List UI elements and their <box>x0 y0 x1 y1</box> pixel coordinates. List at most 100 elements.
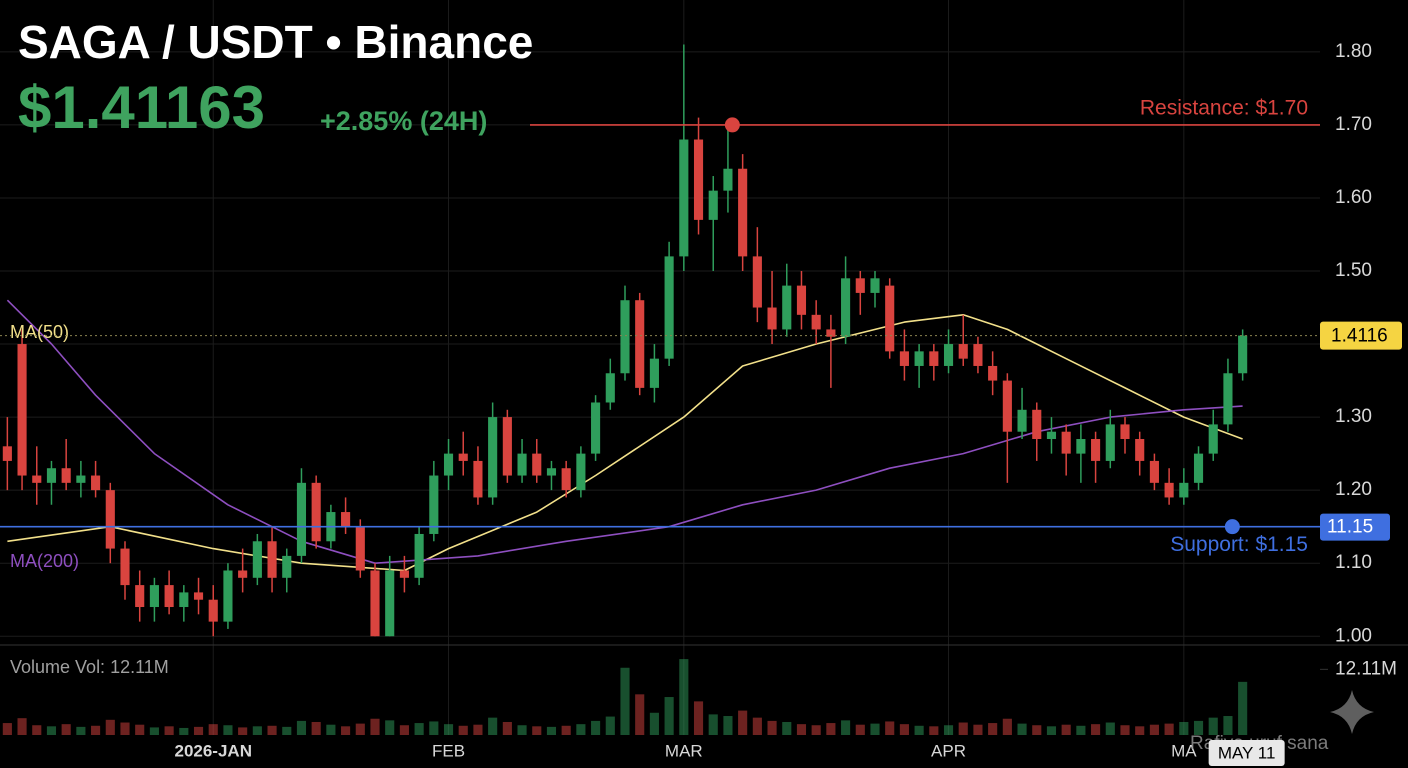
price-change: +2.85% (24H) <box>320 106 487 136</box>
candle-body <box>149 585 159 608</box>
volume-bar <box>649 712 659 735</box>
volume-bar <box>76 726 86 735</box>
cursor-tag <box>1208 740 1285 766</box>
candle-body <box>1238 335 1248 374</box>
candle-body <box>311 482 321 542</box>
volume-bar <box>91 725 101 735</box>
candle-body <box>355 526 365 571</box>
volume-bar <box>517 725 527 735</box>
volume-bar <box>1164 723 1174 735</box>
volume-bar <box>1135 726 1145 735</box>
candle-body <box>679 139 689 257</box>
level-label: Support: $1.15 <box>1170 533 1308 556</box>
candle-body <box>414 533 424 578</box>
volume-bar <box>679 659 689 735</box>
volume-bar <box>164 726 174 735</box>
candle-body <box>17 344 27 476</box>
volume-bar <box>943 725 954 735</box>
candle-body <box>208 599 218 622</box>
level-label: Resistance: $1.70 <box>1140 96 1308 119</box>
volume-bar <box>179 727 189 735</box>
candle-body <box>649 358 659 388</box>
candle-body <box>958 344 968 359</box>
volume-bar <box>635 694 645 735</box>
candle-body <box>635 300 645 388</box>
volume-bar <box>223 725 233 735</box>
y-tick-label: 1.00 <box>1335 625 1372 646</box>
candle-body <box>693 139 704 220</box>
volume-bar <box>914 725 924 735</box>
volume-bar <box>1076 725 1086 735</box>
volume-bar <box>723 716 733 735</box>
candle-body <box>1105 424 1115 461</box>
volume-bar <box>458 725 468 735</box>
candle-body <box>973 344 983 366</box>
candle-body <box>1149 460 1159 483</box>
x-tick-label: 2026-JAN <box>174 741 252 760</box>
volume-bar <box>252 726 262 735</box>
volume-bar <box>1193 720 1204 735</box>
volume-bar <box>929 726 939 735</box>
volume-bar <box>532 726 542 735</box>
candle-body <box>282 555 292 578</box>
candle-body <box>1061 431 1071 454</box>
candle-body <box>929 351 939 366</box>
volume-bar <box>885 721 895 735</box>
x-tick-label: MAR <box>665 741 703 760</box>
candle-body <box>193 592 204 600</box>
volume-bar <box>149 727 159 735</box>
candle-body <box>458 453 468 461</box>
volume-bar <box>855 724 865 735</box>
volume-bar <box>1061 724 1071 735</box>
ma-line <box>6 299 1243 564</box>
x-tick-label: FEB <box>432 741 465 760</box>
star-icon <box>1330 690 1374 734</box>
level-tag <box>1320 513 1390 541</box>
volume-bar <box>841 720 851 735</box>
candle-body <box>1002 380 1012 432</box>
candle-body <box>1164 482 1174 498</box>
volume-bar <box>1091 724 1101 735</box>
volume-bar <box>1105 722 1115 735</box>
volume-bar <box>1238 681 1248 735</box>
candle-body <box>1091 439 1101 461</box>
volume-bar <box>1149 724 1159 735</box>
level-dot <box>724 117 740 133</box>
candle-body <box>1208 424 1218 454</box>
volume-bar <box>973 724 983 735</box>
candle-body <box>2 446 12 461</box>
volume-bar <box>355 723 365 735</box>
volume-bar <box>385 720 395 735</box>
volume-bar <box>767 720 777 735</box>
y-tick-label: 1.70 <box>1335 114 1372 135</box>
candle-body <box>32 475 42 483</box>
volume-bar <box>546 726 557 735</box>
y-tick-label: 1.20 <box>1335 479 1372 500</box>
candle-body <box>708 190 718 220</box>
volume-bar <box>605 716 615 735</box>
volume-bar <box>870 723 880 735</box>
volume-bar <box>1208 717 1218 735</box>
volume-bar <box>443 724 454 735</box>
candle-body <box>120 548 130 586</box>
candle-body <box>738 168 748 257</box>
volume-bar <box>899 724 909 735</box>
candle-body <box>296 482 307 556</box>
volume-bar <box>738 710 748 735</box>
candle-body <box>1179 482 1189 498</box>
volume-bar <box>135 724 145 735</box>
volume-bar <box>238 727 248 735</box>
candle-body <box>591 402 601 454</box>
volume-bar <box>17 718 27 735</box>
candle-body <box>752 256 762 308</box>
candle-body <box>532 453 542 476</box>
volume-bar <box>120 722 130 735</box>
candle-body <box>399 570 409 578</box>
candle-body <box>252 541 262 578</box>
volume-tick-label: 12.11M <box>1335 658 1397 679</box>
volume-bar <box>1223 716 1233 735</box>
volume-bar <box>399 725 409 735</box>
volume-bar <box>782 721 792 735</box>
